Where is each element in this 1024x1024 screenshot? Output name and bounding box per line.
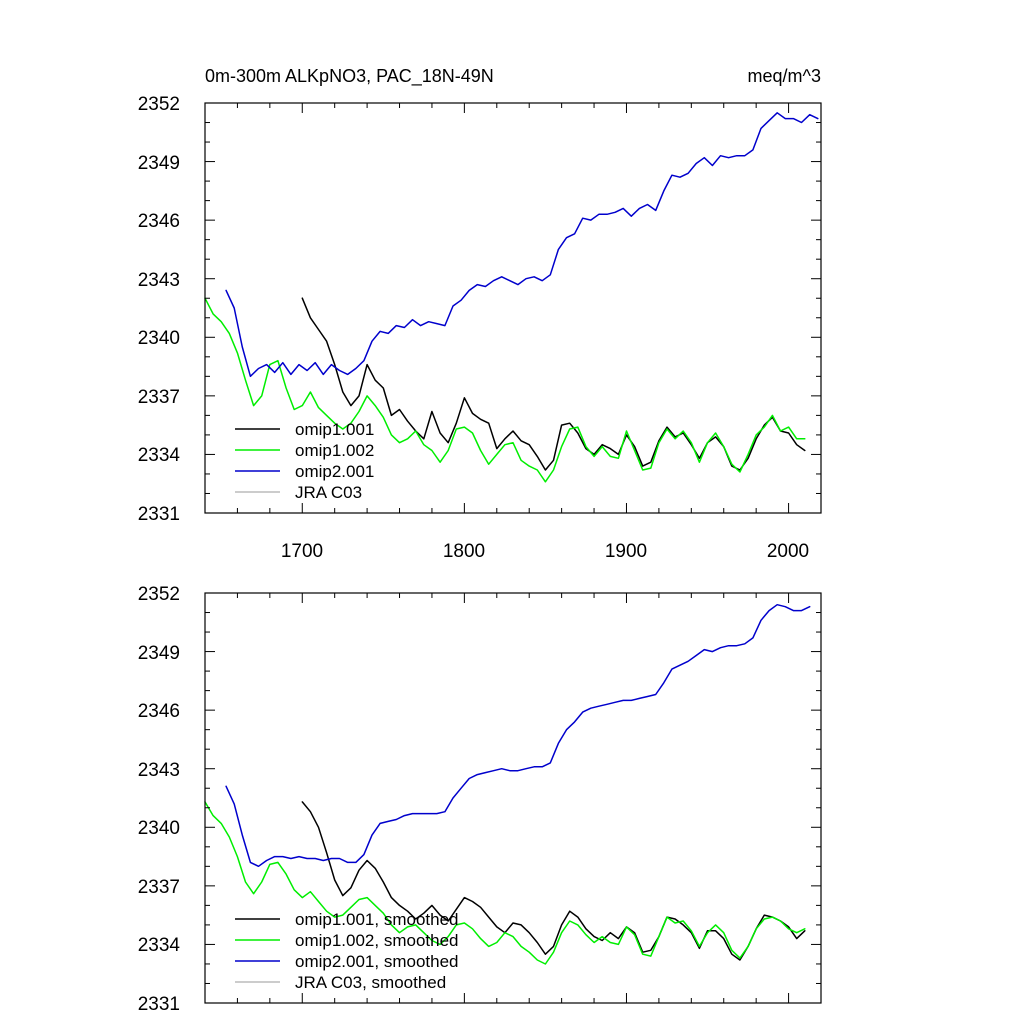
top-xtick-label: 1800 [443,541,485,562]
bottom-ticks-layer [204,592,822,1004]
top-series-line-omip2-001 [225,112,819,378]
top-title: 0m-300m ALKpNO3, PAC_18N-49N [205,66,494,87]
top-units: meq/m^3 [748,66,821,86]
bottom-legend-label: JRA C03, smoothed [295,973,446,992]
bottom-ytick-label: 2349 [138,643,180,664]
top-ytick-label: 2331 [138,504,180,525]
top-plot-frame [204,102,822,514]
top-ytick-label: 2352 [138,94,180,115]
bottom-ytick-label: 2337 [138,877,180,898]
top-legend-label: omip2.001 [295,462,374,481]
bottom-legend-label: omip1.002, smoothed [295,931,459,950]
top-ticks-layer [204,102,822,514]
bottom-series-layer [204,603,811,965]
bottom-ytick-label: 2334 [138,935,181,956]
bottom-series-line-omip1-002-smoothed [204,801,806,965]
top-xtick-label: 1900 [605,541,647,562]
bottom-ytick-label: 2331 [138,994,180,1015]
top-series-line-omip1-002 [204,297,806,483]
bottom-series-line-omip1-001-smoothed [301,801,806,961]
top-ytick-label: 2349 [138,153,180,174]
top-panel: 0m-300m ALKpNO3, PAC_18N-49N meq/m^3 233… [138,66,822,562]
top-ytick-label: 2343 [138,270,180,291]
top-xtick-label: 1700 [281,541,323,562]
top-legend: omip1.001 omip1.002 omip2.001 JRA C03 [235,420,374,502]
bottom-legend-label: omip1.001, smoothed [295,910,459,929]
bottom-ytick-label: 2340 [138,818,180,839]
bottom-ytick-label: 2352 [138,584,180,605]
bottom-series-line-omip2-001-smoothed [225,603,811,868]
bottom-plot-frame [204,592,822,1004]
top-ytick-label: 2334 [138,445,181,466]
top-ytick-label: 2337 [138,387,180,408]
top-ytick-label: 2340 [138,328,180,349]
top-legend-label: JRA C03 [295,483,362,502]
bottom-legend-label: omip2.001, smoothed [295,952,459,971]
top-xtick-label: 2000 [767,541,809,562]
bottom-panel: 2331 2334 2337 2340 2343 2346 2349 2352 … [138,584,822,1015]
top-legend-label: omip1.001 [295,420,374,439]
top-ytick-label: 2346 [138,211,180,232]
bottom-ytick-label: 2343 [138,760,180,781]
top-series-layer [204,112,819,483]
top-series-line-omip1-001 [301,297,806,471]
bottom-ytick-label: 2346 [138,701,180,722]
top-legend-label: omip1.002 [295,441,374,460]
bottom-legend: omip1.001, smoothed omip1.002, smoothed … [235,910,459,992]
